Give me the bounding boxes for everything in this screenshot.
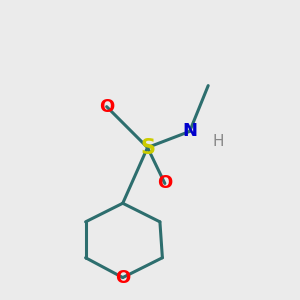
Text: O: O [157, 174, 172, 192]
Text: O: O [115, 268, 130, 286]
Text: H: H [212, 134, 224, 149]
Text: S: S [140, 137, 155, 158]
Text: O: O [99, 98, 114, 116]
Text: N: N [182, 122, 197, 140]
